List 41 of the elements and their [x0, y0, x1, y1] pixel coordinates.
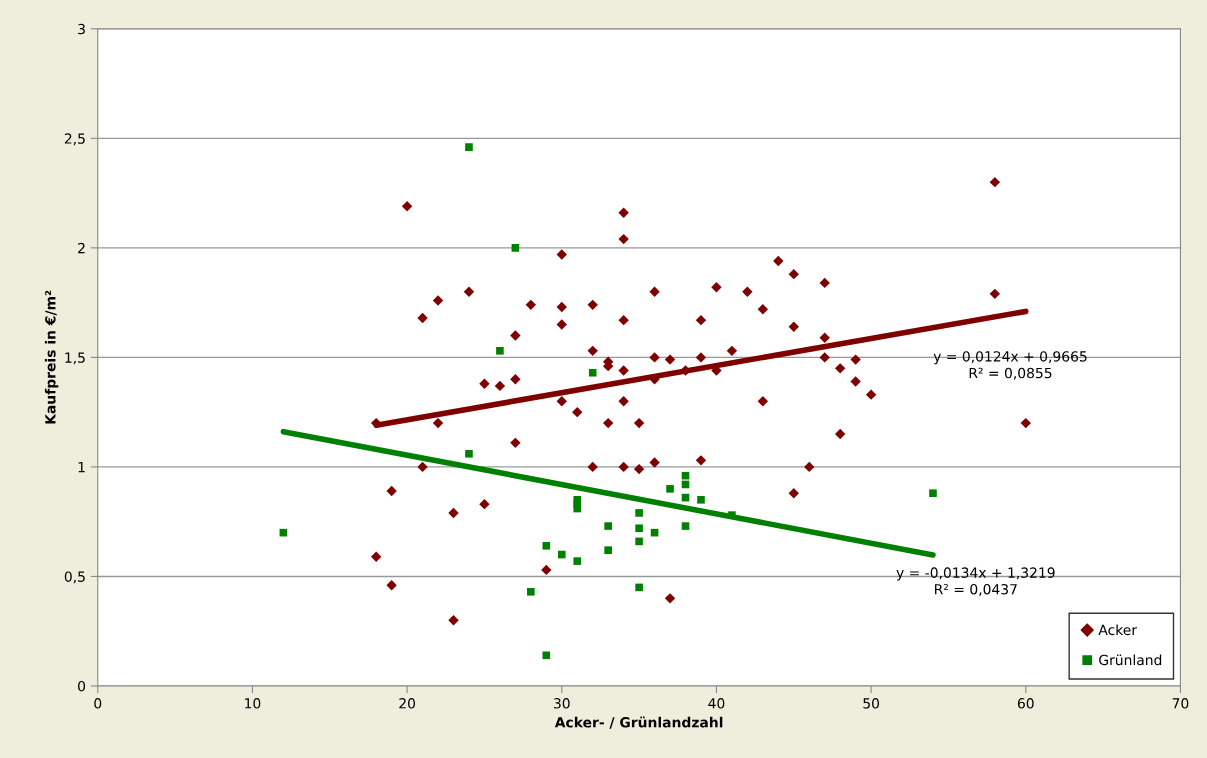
- y-tick-label: 0: [78, 680, 86, 692]
- point: [496, 347, 504, 355]
- x-tick-label: 20: [399, 698, 416, 709]
- point: [573, 504, 582, 513]
- point: [681, 522, 690, 530]
- point: [604, 522, 612, 530]
- point: [542, 541, 551, 550]
- point: [697, 495, 705, 504]
- point: [635, 583, 643, 592]
- x-tick-label: 0: [94, 698, 102, 709]
- legend-label: Grünland: [1099, 654, 1162, 666]
- point: [557, 550, 566, 559]
- x-tick-label: 50: [863, 698, 880, 709]
- point: [511, 244, 520, 252]
- y-axis-title: Kaufpreis in €/m²: [44, 290, 59, 424]
- point: [588, 368, 597, 377]
- annotation: y = -0,0134x + 1,3219 R² = 0,0437: [896, 567, 1055, 596]
- annotation: y = 0,0124x + 0,9665 R² = 0,0855: [933, 351, 1087, 380]
- y-tick-label: 3: [78, 23, 85, 35]
- y-tick-label: 1: [78, 462, 85, 473]
- legend-label: Acker: [1098, 624, 1138, 636]
- point: [604, 546, 612, 554]
- x-tick-label: 40: [708, 698, 725, 709]
- point: [929, 489, 937, 498]
- point: [465, 449, 473, 458]
- point: [465, 143, 473, 151]
- point: [635, 537, 643, 546]
- point: [635, 509, 643, 517]
- point: [573, 557, 582, 565]
- y-tick-label: 2,5: [64, 133, 85, 146]
- y-tick-label: 1,5: [65, 352, 85, 365]
- x-tick-label: 10: [245, 698, 261, 709]
- x-axis-title: Acker- / Grünlandzahl: [554, 716, 723, 729]
- x-tick-label: 60: [1017, 698, 1034, 709]
- x-tick-label: 30: [553, 698, 570, 709]
- y-tick-label: 2: [78, 242, 85, 254]
- x-tick-label: 70: [1172, 698, 1189, 709]
- point: [527, 587, 535, 596]
- point: [635, 524, 643, 533]
- y-tick-label: 0,5: [64, 571, 85, 584]
- point: [666, 485, 674, 493]
